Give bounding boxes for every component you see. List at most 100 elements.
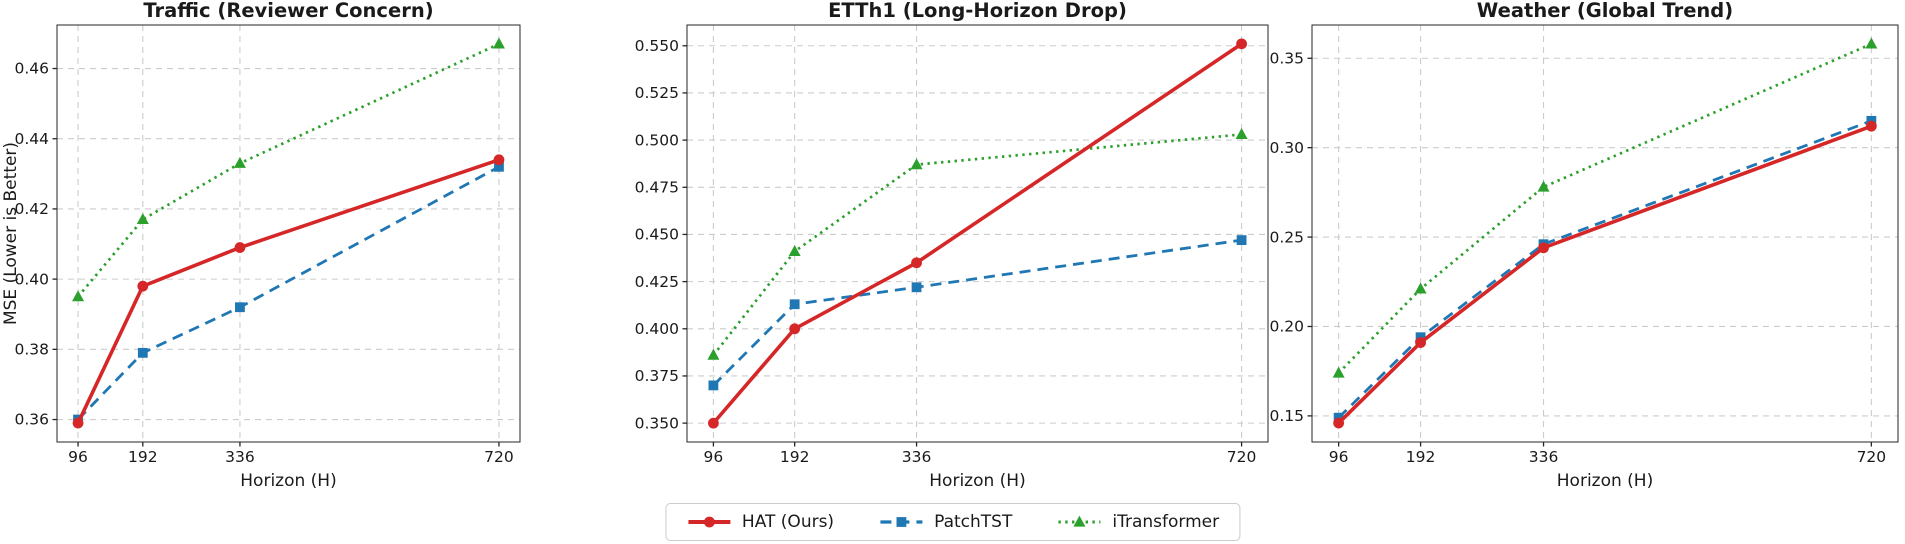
legend-label: HAT (Ours)	[741, 511, 835, 532]
series-patchtst-marker	[708, 380, 719, 391]
x-axis-label: Horizon (H)	[929, 471, 1025, 491]
legend-item-itransformer: iTransformer	[1056, 511, 1220, 532]
y-tick-label: 0.42	[14, 200, 49, 218]
series-patchtst-line	[712, 238, 1242, 387]
series-itransformer	[707, 128, 1248, 360]
x-tick-label: 192	[1406, 448, 1436, 466]
series-itransformer-line	[77, 42, 500, 298]
ticks	[52, 67, 500, 447]
series-itransformer-marker	[1865, 37, 1878, 49]
series-patchtst-marker	[1236, 235, 1247, 246]
series-hat-ours-marker	[1415, 337, 1426, 348]
series-itransformer-marker	[1332, 366, 1345, 378]
y-tick-label: 0.15	[1269, 407, 1304, 425]
y-tick-label: 0.20	[1269, 318, 1304, 336]
series-hat-ours-line	[76, 158, 500, 424]
series-patchtst-marker	[494, 161, 504, 172]
series-itransformer-marker	[136, 213, 149, 225]
gridlines	[57, 25, 520, 442]
chart-traffic: 96 192 336 720 0.36 0.38 0.40 0.42 0.44 0.46 Traff…	[1, 0, 521, 491]
y-tick-label: 0.350	[635, 414, 679, 432]
y-tick-label: 0.450	[635, 226, 679, 244]
series-itransformer-line	[1337, 42, 1872, 374]
legend-label: iTransformer	[1112, 511, 1220, 532]
series-itransformer-marker	[788, 245, 801, 257]
x-tick-label: 192	[128, 448, 158, 466]
legend-item-patchtst: PatchTST	[878, 511, 1013, 532]
legend-line-square-icon	[880, 517, 923, 527]
ticks	[682, 45, 1243, 447]
series-itransformer-marker	[910, 158, 923, 170]
y-tick-label: 0.44	[14, 130, 49, 148]
series-hat-ours-marker	[1865, 120, 1877, 132]
chart-title: Weather (Global Trend)	[1477, 0, 1733, 22]
x-tick-label: 336	[225, 448, 255, 466]
series-itransformer-line	[712, 133, 1242, 357]
legend-item-hat-ours: HAT (Ours)	[686, 511, 835, 532]
gridlines	[1312, 25, 1898, 442]
y-tick-label: 0.425	[635, 273, 679, 291]
series-itransformer-marker	[72, 290, 85, 302]
chart-etth1: 96 192 336 720 0.350 0.375 0.400 0.425 0.450 0.47…	[635, 0, 1269, 491]
y-tick-label: 0.46	[14, 60, 49, 78]
series-hat-ours-marker	[72, 417, 84, 429]
series-itransformer-marker	[707, 348, 720, 360]
plot-border	[686, 24, 1269, 443]
series-itransformer	[1332, 37, 1878, 378]
x-axis-label: Horizon (H)	[240, 471, 336, 491]
series-hat-ours	[1333, 120, 1877, 429]
legend: HAT (Ours) PatchTST iTransformer	[664, 503, 1241, 541]
series-hat-ours-marker	[493, 154, 505, 166]
series-patchtst-marker	[137, 347, 148, 358]
x-tick-label: 336	[902, 448, 932, 466]
y-tick-label: 0.550	[635, 37, 679, 55]
x-axis-label: Horizon (H)	[1557, 471, 1653, 491]
y-tick-label: 0.36	[14, 411, 49, 429]
series-itransformer-marker	[492, 37, 505, 49]
y-tick-label: 0.25	[1269, 228, 1304, 246]
x-tick-label: 96	[704, 448, 724, 466]
series-itransformer-marker	[233, 156, 246, 168]
series-hat-ours	[708, 38, 1247, 429]
series-patchtst-marker	[235, 302, 245, 313]
x-tick-label: 192	[780, 448, 810, 466]
series-hat-ours-marker	[234, 242, 246, 253]
series-hat-ours-marker	[1538, 242, 1549, 254]
chart-weather: 96 192 336 720 0.15 0.20 0.25 0.30 0.35 Weather (…	[1269, 0, 1899, 491]
y-tick-label: 0.475	[635, 178, 679, 196]
y-tick-label: 0.35	[1269, 49, 1304, 67]
chart-title: Traffic (Reviewer Concern)	[143, 0, 433, 22]
y-axis-label: MSE (Lower is Better)	[1, 142, 21, 325]
plot-border	[1311, 24, 1899, 443]
legend-label: PatchTST	[934, 511, 1013, 532]
series-patchtst-marker	[789, 299, 800, 310]
y-tick-label: 0.500	[635, 131, 679, 149]
series-patchtst	[708, 235, 1247, 391]
gridlines	[687, 25, 1268, 442]
ticks	[1307, 57, 1873, 447]
legend-line-circle-icon	[687, 516, 730, 528]
y-tick-label: 0.30	[1269, 139, 1304, 157]
x-tick-label: 96	[1329, 448, 1349, 466]
series-hat-ours-marker	[137, 280, 149, 292]
series-itransformer-marker	[1537, 180, 1550, 192]
y-tick-label: 0.525	[635, 84, 679, 102]
series-itransformer-marker	[1414, 282, 1427, 294]
series-patchtst	[1333, 115, 1877, 423]
series-patchtst-line	[1337, 119, 1872, 419]
chart-title: ETTh1 (Long-Horizon Drop)	[828, 0, 1127, 22]
circle-marker	[703, 516, 715, 528]
series-hat-ours-line	[1337, 124, 1872, 425]
x-tick-label: 720	[484, 448, 514, 466]
series-itransformer	[72, 37, 505, 302]
y-tick-label: 0.375	[635, 367, 679, 385]
series-hat-ours-marker	[1236, 38, 1247, 50]
series-patchtst-marker	[911, 282, 922, 293]
series-patchtst-line	[77, 165, 500, 421]
x-tick-label: 720	[1227, 448, 1257, 466]
series-hat-ours-marker	[789, 323, 801, 335]
y-tick-label: 0.38	[14, 341, 49, 359]
series-hat-ours-marker	[911, 257, 922, 269]
x-tick-label: 720	[1857, 448, 1887, 466]
